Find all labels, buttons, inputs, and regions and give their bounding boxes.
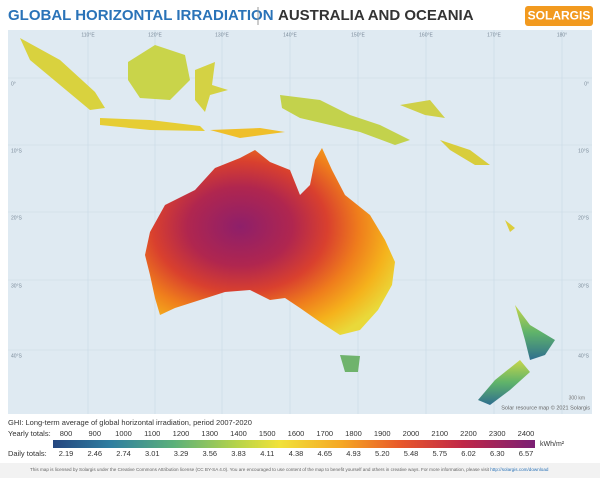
australia [145, 148, 395, 335]
yearly-value: 1300 [201, 429, 218, 438]
daily-value: 3.83 [231, 449, 246, 458]
daily-value: 2.74 [116, 449, 131, 458]
longitude-label: 120°E [148, 32, 162, 38]
latitude-label: 40°S [11, 353, 23, 359]
credit: Solar resource map © 2021 Solargis [501, 404, 590, 411]
daily-value: 5.48 [404, 449, 419, 458]
longitude-label: 150°E [351, 32, 365, 38]
daily-value: 3.56 [202, 449, 217, 458]
longitude-label: 170°E [487, 32, 501, 38]
latitude-label: 10°S [578, 148, 590, 154]
longitude-label: 110°E [81, 32, 95, 38]
longitude-label: 130°E [215, 32, 229, 38]
yearly-value: 1500 [259, 429, 276, 438]
daily-value: 3.29 [174, 449, 189, 458]
footer-bar [0, 463, 600, 478]
daily-value: 5.20 [375, 449, 390, 458]
yearly-value: 2100 [431, 429, 448, 438]
yearly-value: 2200 [460, 429, 477, 438]
yearly-value: 2000 [403, 429, 420, 438]
yearly-label: Yearly totals: [8, 429, 51, 438]
latitude-label: 40°S [578, 353, 590, 359]
longitude-label: 140°E [283, 32, 297, 38]
logo-box [525, 6, 593, 26]
scale: 300 km [569, 395, 585, 401]
yearly-value: 800 [60, 429, 73, 438]
latitude-label: 0° [584, 81, 589, 87]
solomons [440, 140, 490, 165]
latitude-label: 30°S [11, 283, 23, 289]
lesser-sunda [210, 128, 285, 138]
latitude-label: 0° [11, 81, 16, 87]
unit: kWh/m² [540, 441, 565, 448]
yearly-value: 1400 [230, 429, 247, 438]
longitude-label: 160°E [419, 32, 433, 38]
title: GLOBAL HORIZONTAL IRRADIATION [8, 7, 274, 24]
nz-north [515, 305, 555, 360]
borneo [128, 45, 190, 100]
yearly-value: 900 [88, 429, 101, 438]
daily-value: 6.57 [519, 449, 534, 458]
yearly-value: 1900 [374, 429, 391, 438]
license: This map is licensed by Solargis under t… [30, 467, 490, 472]
yearly-value: 1000 [115, 429, 132, 438]
latitude-label: 30°S [578, 283, 590, 289]
new-guinea [280, 95, 410, 145]
legend-labels: 800 900 1000 1100 1200 1300 1400 1500 1600 1700 18… [59, 429, 535, 458]
yearly-value: 2400 [518, 429, 535, 438]
legend-description: GHI: Long-term average of global horizon… [8, 418, 252, 427]
longitude-label: 180° [557, 32, 567, 38]
yearly-value: 1100 [144, 429, 160, 438]
new-caledonia [505, 220, 515, 232]
daily-value: 4.93 [346, 449, 361, 458]
link[interactable]: http://solargis.com/download [490, 467, 549, 472]
yearly-value: 1700 [316, 429, 333, 438]
region: AUSTRALIA AND OCEANIA [278, 7, 474, 24]
java [100, 118, 205, 131]
yearly-value: 2300 [489, 429, 506, 438]
nz-south [478, 360, 530, 405]
daily-value: 2.19 [59, 449, 74, 458]
daily-value: 2.46 [87, 449, 102, 458]
daily-value: 4.11 [260, 449, 274, 458]
sulawesi [195, 62, 228, 112]
color-bar [53, 440, 535, 448]
yearly-value: 1600 [288, 429, 305, 438]
daily-value: 4.38 [289, 449, 304, 458]
latitude-label: 20°S [11, 215, 23, 221]
daily-value: 5.75 [432, 449, 447, 458]
footer: This map is licensed by Solargis under t… [30, 467, 549, 472]
tasmania [340, 355, 360, 372]
yearly-value: 1800 [345, 429, 362, 438]
land [20, 38, 555, 405]
daily-value: 4.65 [317, 449, 332, 458]
yearly-value: 1200 [173, 429, 190, 438]
latitude-label: 10°S [11, 148, 23, 154]
latitude-label: 20°S [578, 215, 590, 221]
daily-value: 6.30 [490, 449, 505, 458]
logo: SOLARGIS [528, 9, 591, 23]
daily-value: 6.02 [461, 449, 476, 458]
daily-label: Daily totals: [8, 449, 47, 458]
daily-value: 3.01 [145, 449, 160, 458]
sumatra [20, 38, 105, 110]
bismarck [400, 100, 445, 118]
